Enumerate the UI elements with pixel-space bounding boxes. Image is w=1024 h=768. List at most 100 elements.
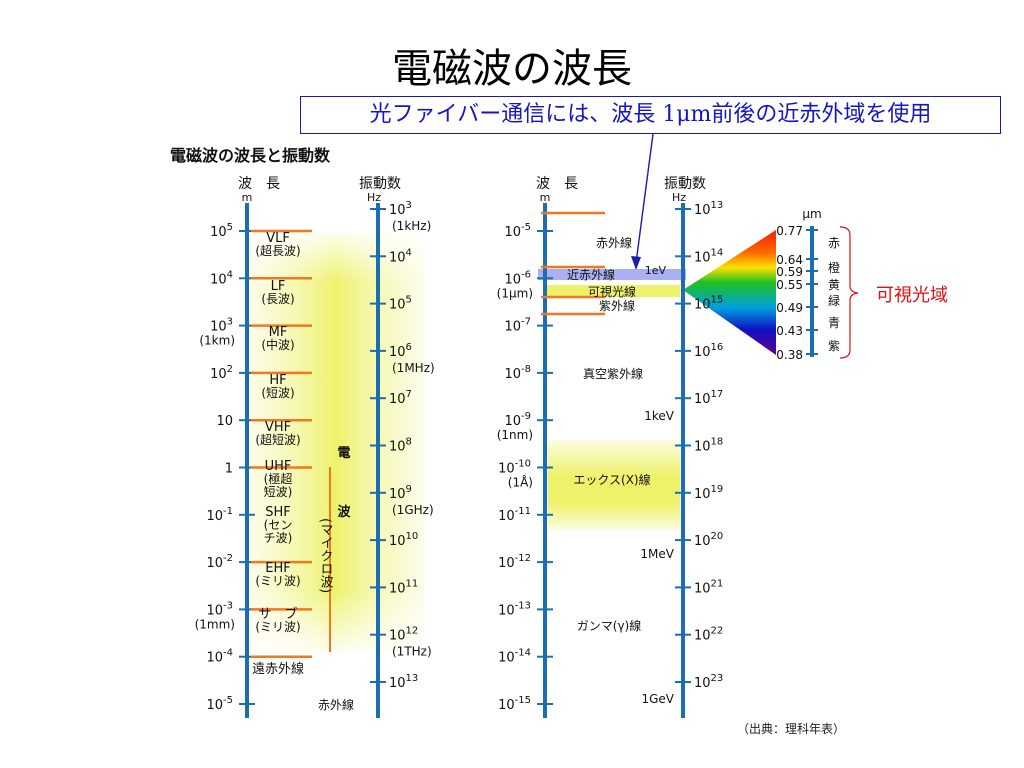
left_chart-wavelength-tick-note: (1km) — [199, 334, 235, 348]
right_chart-frequency-tick-label: 1016 — [694, 342, 723, 360]
right_chart-frequency-tick-label: 1018 — [694, 437, 723, 455]
energy-label: 1eV — [645, 264, 667, 277]
right_chart-wavelength-tick-label: 10-10 — [498, 459, 531, 477]
figure-subtitle: 電磁波の波長と振動数 — [170, 146, 331, 165]
right_chart-wavelength-tick-note: (1nm) — [497, 428, 533, 442]
right_chart-wavelength-tick-label: 10-6 — [504, 269, 531, 287]
left_chart-frequency-tick-label: 1010 — [389, 531, 418, 549]
right_chart-frequency-tick-label: 1020 — [694, 531, 723, 549]
left_chart-frequency-tick-label: 1013 — [389, 673, 418, 691]
left-band-label: (超短波) — [255, 432, 300, 447]
left-band-label: (中波) — [261, 337, 294, 352]
right_chart-wavelength-tick-label: 10-13 — [498, 600, 531, 618]
right_chart-frequency-unit: Hz — [672, 191, 686, 204]
right_chart-frequency-tick-label: 1023 — [694, 673, 723, 691]
spectrum-fan — [683, 230, 776, 355]
microwave-label: (マイクロ波) — [318, 518, 334, 593]
left-band-label: (ミリ波) — [255, 620, 300, 634]
left_chart-frequency-tick-note: (1THz) — [392, 645, 432, 659]
xray-label: エックス(X)線 — [573, 472, 650, 487]
left_chart-wavelength-tick-label: 10-1 — [206, 506, 233, 524]
spectrum-value: 0.43 — [776, 324, 803, 338]
radio-band-fade — [248, 232, 424, 652]
right_chart-wavelength-unit: m — [540, 191, 551, 204]
left_chart-wavelength-tick-label: 10-3 — [206, 600, 233, 618]
left-band-label: SHF — [265, 505, 291, 520]
left_chart-wavelength-tick-label: 10-5 — [206, 695, 233, 713]
left_chart-wavelength-unit: m — [242, 191, 253, 204]
left_chart-wavelength-tick-label: 104 — [210, 269, 233, 287]
right-infrared-label: 赤外線 — [596, 235, 632, 250]
right_chart-wavelength-tick-label: 10-5 — [504, 222, 531, 240]
left-infrared-label: 赤外線 — [318, 697, 354, 712]
spectrum-value: 0.49 — [776, 301, 803, 315]
radio-label-char: 波 — [337, 504, 351, 520]
right_chart-wavelength-tick-note: (1μm) — [497, 286, 533, 300]
right_chart-frequency-tick-label: 1017 — [694, 389, 723, 407]
left_chart-frequency-tick-label: 1012 — [389, 626, 418, 644]
left-band-label: LF — [271, 279, 286, 294]
left_chart-wavelength-tick-label: 103 — [210, 317, 233, 335]
left-band-label: (ミリ波) — [255, 574, 300, 588]
left-band-label: VHF — [265, 420, 291, 435]
left_chart-wavelength-tick-label: 1 — [225, 462, 233, 477]
left_chart-frequency-tick-label: 107 — [389, 389, 412, 407]
right_chart-wavelength-tick-label: 10-11 — [498, 506, 531, 524]
left-band-label: チ波) — [264, 531, 293, 545]
visible-band — [546, 285, 680, 297]
right_chart-wavelength-tick-label: 10-7 — [504, 317, 531, 335]
left_chart-frequency-tick-label: 104 — [389, 247, 412, 265]
left-band-label: (極超 — [264, 471, 293, 486]
fiber-callout-box: 光ファイバー通信には、波長 1μm前後の近赤外域を使用 — [300, 96, 1001, 134]
left-band-label: (超長波) — [255, 243, 300, 258]
spectrum-color-label: 赤 — [828, 236, 840, 250]
left_chart-wavelength-header: 波 長 — [238, 176, 280, 192]
left_chart-frequency-tick-note: (1GHz) — [392, 503, 434, 517]
left-band-label: HF — [269, 373, 286, 388]
left_chart-frequency-tick-label: 108 — [389, 437, 412, 455]
right_chart-frequency-tick-label: 1014 — [694, 247, 723, 265]
right_chart-frequency-tick-label: 1022 — [694, 626, 723, 644]
right_chart-wavelength-tick-label: 10-9 — [504, 411, 531, 429]
near-infrared-label: 近赤外線 — [567, 267, 615, 282]
visible-region-label: 可視光域 — [876, 285, 948, 306]
left_chart-wavelength-tick-label: 10-2 — [206, 553, 233, 571]
right_chart-frequency-tick-label: 1013 — [694, 200, 723, 218]
left-band-label: (セン — [264, 518, 293, 532]
spectrum-unit: μm — [802, 207, 821, 221]
left-band-label: UHF — [265, 459, 292, 474]
gamma-label: ガンマ(γ)線 — [577, 618, 641, 633]
left_chart-frequency-tick-label: 109 — [389, 484, 412, 502]
page-title: 電磁波の波長 — [392, 46, 632, 92]
right_chart-wavelength-tick-note: (1Å) — [508, 475, 533, 490]
right_chart-wavelength-tick-label: 10-15 — [498, 695, 531, 713]
near-infrared-band — [538, 269, 686, 280]
callout-arrowhead — [631, 256, 641, 270]
left_chart-frequency-tick-label: 105 — [389, 295, 412, 313]
visible-region-bracket — [839, 226, 859, 359]
left_chart-wavelength-tick-label: 102 — [210, 364, 233, 382]
spectrum-color-label: 橙 — [828, 260, 840, 275]
right_chart-frequency-tick-label: 1019 — [694, 484, 723, 502]
left-band-label: MF — [269, 325, 288, 340]
left_chart-wavelength-tick-label: 10 — [216, 414, 233, 429]
visible-light-label: 可視光線 — [588, 284, 636, 299]
callout-arrow — [635, 133, 654, 264]
spectrum-value: 0.55 — [776, 278, 803, 292]
energy-label: 1MeV — [640, 547, 674, 561]
right_chart-wavelength-tick-label: 10-12 — [498, 553, 531, 571]
spectrum-value: 0.38 — [776, 348, 803, 362]
xray-band-background — [548, 440, 680, 530]
vacuum-uv-label: 真空紫外線 — [583, 366, 643, 381]
left_chart-frequency-tick-label: 1011 — [389, 578, 418, 596]
left_chart-wavelength-tick-note: (1mm) — [195, 617, 235, 631]
right_chart-frequency-header: 振動数 — [664, 176, 706, 192]
left_chart-frequency-tick-label: 106 — [389, 342, 412, 360]
left-band-label: サ ブ — [258, 606, 297, 622]
left-band-label: 短波) — [264, 485, 293, 499]
left-band-label: 遠赤外線 — [252, 661, 304, 677]
left_chart-wavelength-tick-label: 105 — [210, 222, 233, 240]
right_chart-frequency-tick-label: 1015 — [694, 295, 723, 313]
spectrum-color-label: 青 — [828, 316, 840, 330]
